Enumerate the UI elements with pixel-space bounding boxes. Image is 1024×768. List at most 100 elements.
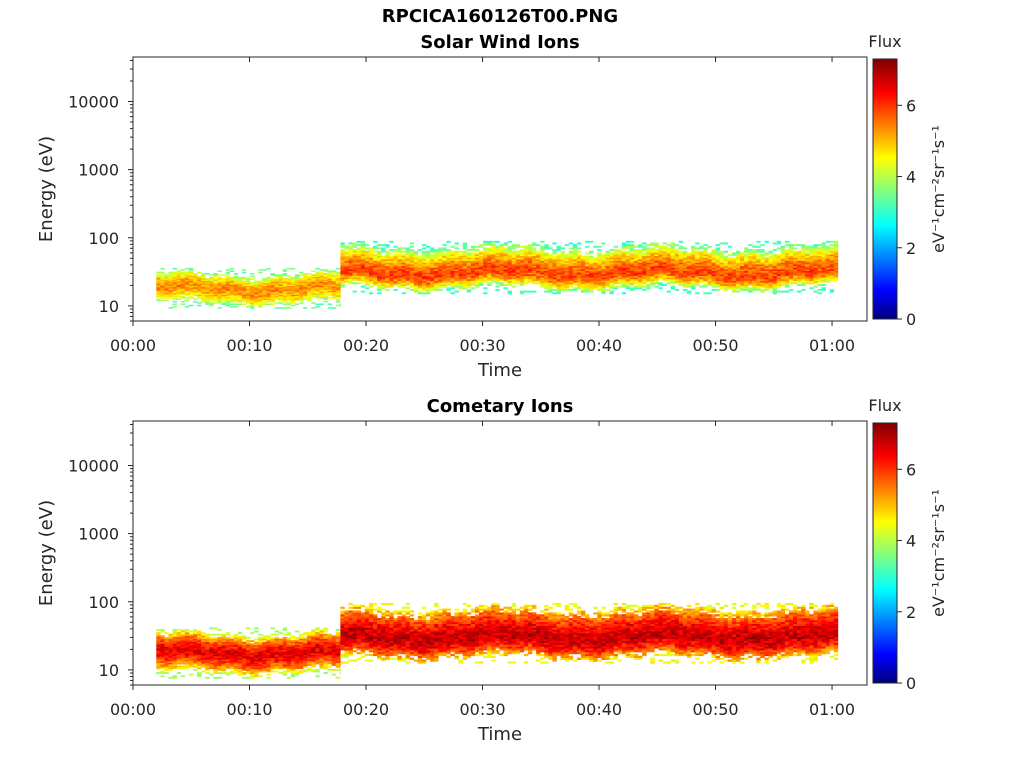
heatmap-cell <box>450 285 455 288</box>
heatmap-cell <box>266 649 271 652</box>
heatmap-cell <box>650 280 655 283</box>
heatmap-cell <box>703 283 708 286</box>
heatmap-cell <box>356 262 362 265</box>
heatmap-cell <box>278 660 284 663</box>
heatmap-cell <box>552 264 557 267</box>
heatmap-cell <box>286 267 292 270</box>
heatmap-cell <box>197 275 202 278</box>
heatmap-cell <box>703 269 708 271</box>
heatmap-cell <box>286 636 292 639</box>
heatmap-cell <box>331 278 337 280</box>
heatmap-cell <box>246 305 251 308</box>
heatmap-cell <box>654 257 659 260</box>
heatmap-cell <box>307 276 312 279</box>
heatmap-cell <box>609 264 614 267</box>
heatmap-cell <box>768 277 773 280</box>
heatmap-cell <box>740 282 745 285</box>
heatmap-cell <box>290 668 296 671</box>
heatmap-cell <box>209 636 214 639</box>
heatmap-cell <box>307 662 312 665</box>
heatmap-cell <box>768 259 773 262</box>
heatmap-cell <box>254 303 259 306</box>
heatmap-cell <box>311 286 316 289</box>
heatmap-cell <box>548 290 553 293</box>
heatmap-cell <box>727 259 733 262</box>
heatmap-cell <box>303 638 308 641</box>
heatmap-cell <box>344 260 349 263</box>
heatmap-cell <box>270 648 275 651</box>
heatmap-cell <box>209 285 214 288</box>
heatmap-cell <box>801 270 806 273</box>
heatmap-cell <box>613 274 618 276</box>
heatmap-cell <box>237 652 243 655</box>
heatmap-cell <box>188 295 194 298</box>
heatmap-cell <box>299 284 304 286</box>
heatmap-cell <box>552 270 557 273</box>
heatmap-cell <box>780 247 786 250</box>
heatmap-cell <box>430 257 435 260</box>
heatmap-cell <box>776 265 782 268</box>
heatmap-cell <box>817 279 822 281</box>
heatmap-cell <box>397 282 402 285</box>
heatmap-cell <box>699 260 704 263</box>
heatmap-cell <box>646 259 651 262</box>
heatmap-cell <box>409 280 415 283</box>
heatmap-cell <box>580 257 586 260</box>
heatmap-cell <box>735 264 741 267</box>
heatmap-cell <box>797 257 802 260</box>
heatmap-cell <box>262 648 267 651</box>
heatmap-cell <box>625 283 631 286</box>
heatmap-cell <box>446 249 451 252</box>
heatmap-cell <box>201 288 206 290</box>
heatmap-cell <box>225 673 230 676</box>
heatmap-cell <box>674 264 680 267</box>
heatmap-cell <box>572 272 578 275</box>
heatmap-cell <box>160 657 165 660</box>
heatmap-cell <box>621 279 627 281</box>
heatmap-cell <box>364 267 370 270</box>
heatmap-cell <box>691 254 696 257</box>
heatmap-cell <box>172 286 177 289</box>
heatmap-cell <box>479 250 484 253</box>
heatmap-cell <box>209 654 214 657</box>
heatmap-cell <box>682 282 688 285</box>
spectrogram-heatmap <box>156 240 839 309</box>
heatmap-cell <box>254 643 259 646</box>
heatmap-cell <box>176 632 182 635</box>
heatmap-cell <box>340 282 345 285</box>
heatmap-cell <box>654 249 659 252</box>
heatmap-cell <box>172 665 177 668</box>
heatmap-cell <box>205 278 210 280</box>
heatmap-cell <box>205 656 210 658</box>
heatmap-cell <box>760 262 765 265</box>
heatmap-cell <box>772 270 778 273</box>
heatmap-cell <box>294 299 300 302</box>
heatmap-cell <box>270 289 275 292</box>
heatmap-cell <box>670 267 676 270</box>
heatmap-cell <box>205 633 210 636</box>
heatmap-cell <box>413 265 419 268</box>
heatmap-cell <box>536 274 541 276</box>
heatmap-cell <box>381 279 386 281</box>
heatmap-cell <box>294 295 300 298</box>
heatmap-cell <box>744 267 749 270</box>
heatmap-cell <box>160 273 165 275</box>
heatmap-cell <box>780 262 786 265</box>
heatmap-cell <box>266 656 271 658</box>
heatmap-cell <box>699 245 704 248</box>
heatmap-cell <box>756 270 761 273</box>
heatmap-cell <box>483 275 488 278</box>
heatmap-cell <box>585 264 590 267</box>
heatmap-cell <box>217 662 222 665</box>
heatmap-cell <box>707 280 712 283</box>
heatmap-cell <box>241 657 247 660</box>
heatmap-cell <box>479 280 484 283</box>
heatmap-cell <box>625 255 631 258</box>
heatmap-cell <box>438 260 443 263</box>
heatmap-cell <box>580 275 586 278</box>
heatmap-cell <box>209 274 214 276</box>
heatmap-cell <box>258 303 263 306</box>
heatmap-cell <box>833 272 839 275</box>
heatmap-cell <box>421 283 427 286</box>
